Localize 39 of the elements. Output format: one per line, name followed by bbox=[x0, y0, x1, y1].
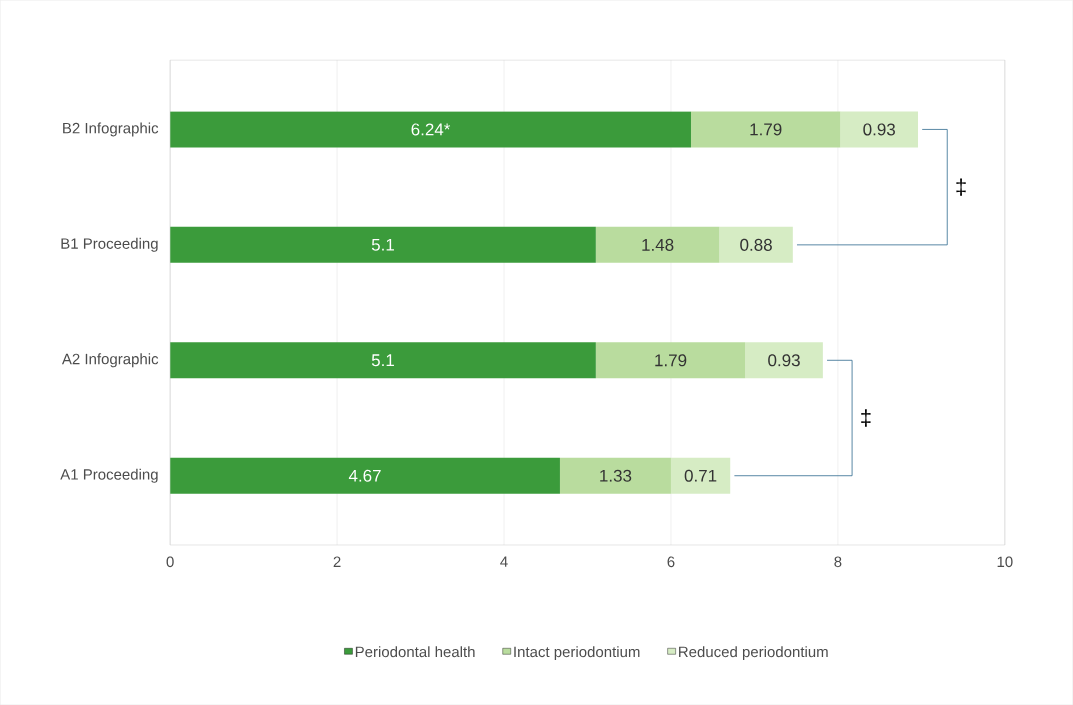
y-tick-label: B2 Infographic bbox=[63, 122, 159, 137]
legend-label: Intact periodontium bbox=[514, 646, 640, 661]
x-tick-label: 10 bbox=[997, 556, 1013, 568]
y-tick-label: A1 Proceeding bbox=[60, 468, 158, 483]
bar bbox=[170, 342, 596, 379]
data-label: 6.24* bbox=[411, 123, 451, 136]
data-label: 5.1 bbox=[371, 354, 394, 367]
data-label: 5.1 bbox=[371, 238, 394, 251]
y-tick-label: B1 Proceeding bbox=[61, 237, 158, 252]
data-label: 1.48 bbox=[642, 238, 674, 251]
bar bbox=[559, 457, 671, 494]
data-label: 1.33 bbox=[600, 469, 632, 482]
bar bbox=[670, 457, 731, 494]
legend-label: Reduced periodontium bbox=[679, 646, 828, 661]
annotation: ‡ bbox=[956, 178, 966, 196]
bar bbox=[170, 457, 560, 494]
x-tick-label: 4 bbox=[500, 556, 508, 567]
bar bbox=[595, 226, 720, 263]
bar bbox=[595, 342, 746, 379]
bar bbox=[840, 111, 919, 148]
x-tick-label: 6 bbox=[667, 556, 675, 568]
data-label: 0.88 bbox=[740, 238, 772, 251]
annotation: ‡ bbox=[861, 409, 871, 427]
bar bbox=[170, 111, 691, 148]
data-label: 1.79 bbox=[655, 354, 687, 367]
data-label: 0.71 bbox=[684, 469, 717, 482]
data-label: 1.79 bbox=[750, 123, 782, 136]
x-tick-label: 0 bbox=[166, 556, 174, 568]
data-label: 0.93 bbox=[768, 354, 800, 367]
data-label: 0.93 bbox=[863, 123, 895, 136]
bar bbox=[170, 226, 596, 263]
x-tick-label: 8 bbox=[834, 556, 842, 568]
data-label: 4.67 bbox=[348, 469, 381, 482]
y-tick-label: A2 Infographic bbox=[61, 353, 159, 368]
bar bbox=[719, 226, 793, 263]
bar bbox=[690, 111, 841, 148]
x-tick-label: 2 bbox=[333, 556, 341, 567]
legend-label: Periodontal health bbox=[355, 646, 475, 658]
bar bbox=[745, 342, 823, 379]
